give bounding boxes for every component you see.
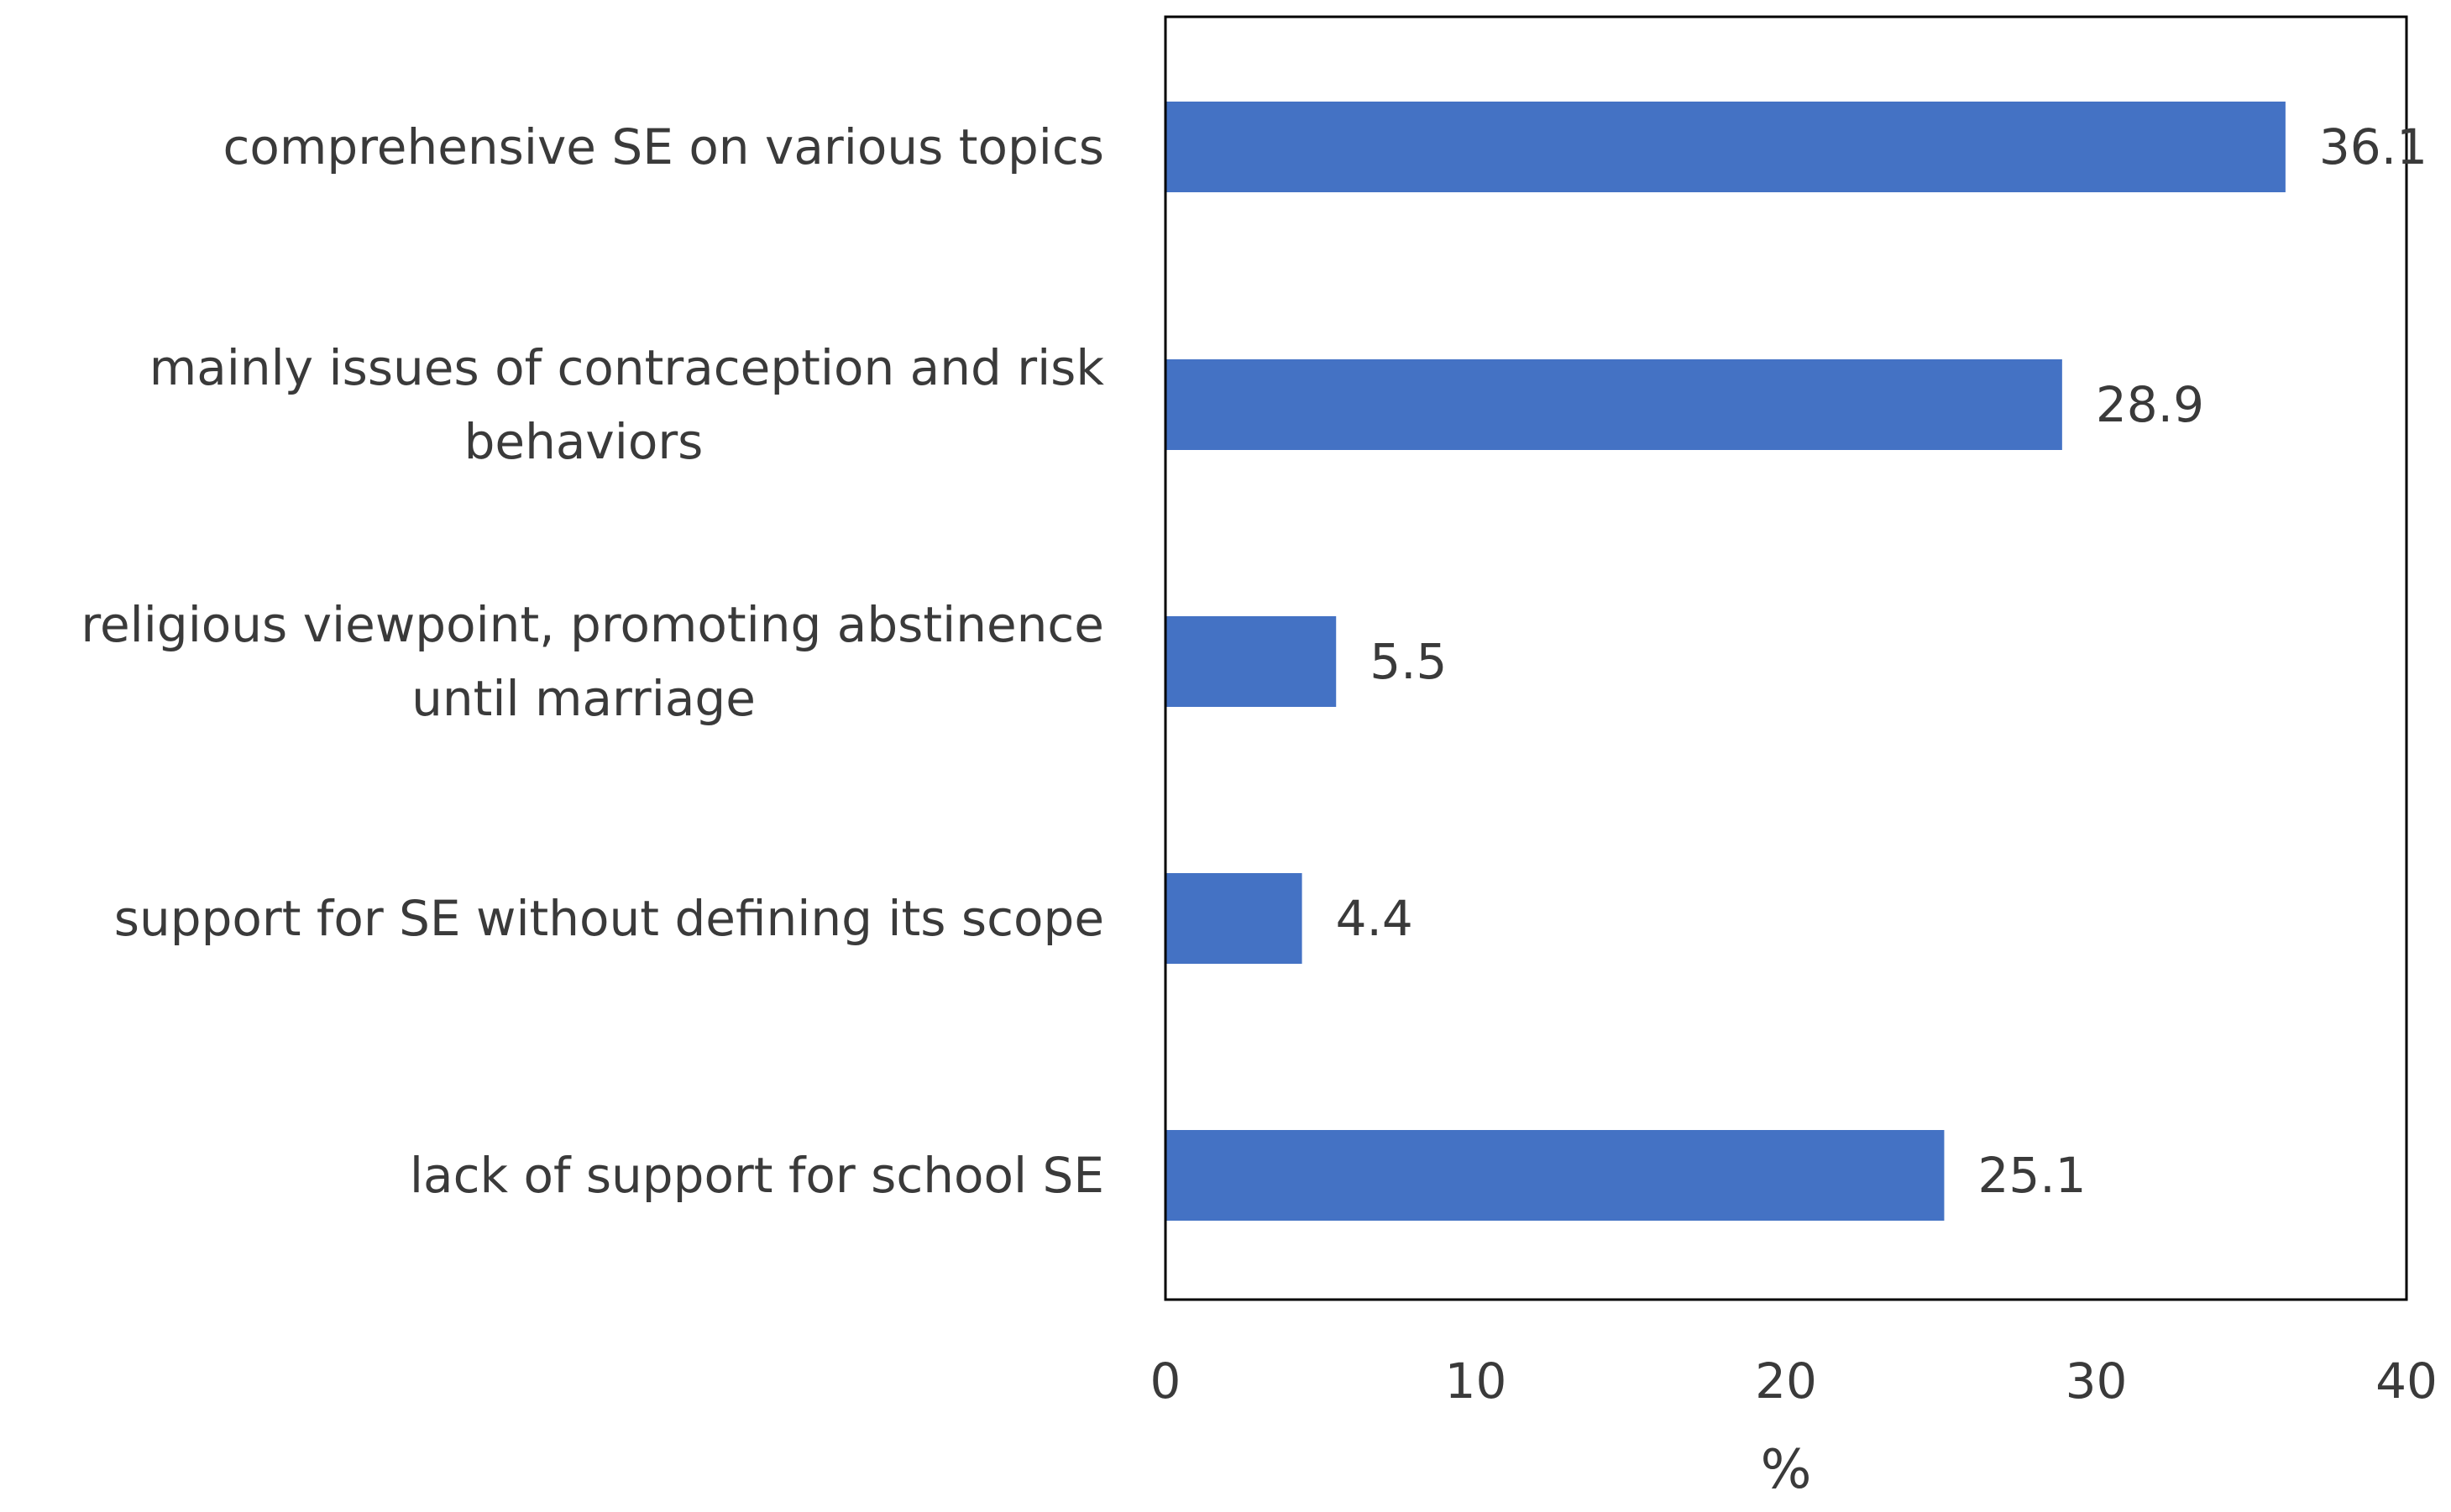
x-tick-label-20: 20	[1755, 1352, 1817, 1410]
category-labels: comprehensive SE on various topics mainly…	[81, 118, 1104, 1204]
category-label-4: support for SE without defining its scop…	[114, 890, 1104, 947]
category-label-3-line-1: religious viewpoint, promoting abstinenc…	[81, 596, 1104, 653]
bars-layer	[1165, 102, 2286, 1221]
plot-frame	[1164, 15, 2408, 1301]
x-tick-label-0: 0	[1150, 1352, 1181, 1410]
category-label-2-line-1: mainly issues of contraception and risk	[149, 339, 1105, 396]
bar-4	[1165, 873, 1302, 964]
category-label-1-line-1: comprehensive SE on various topics	[223, 118, 1105, 175]
category-label-4-line-1: support for SE without defining its scop…	[114, 890, 1104, 947]
bar-3	[1165, 616, 1337, 707]
data-label-2: 28.9	[2096, 376, 2204, 433]
category-label-5-line-1: lack of support for school SE	[410, 1147, 1104, 1204]
x-tick-label-10: 10	[1445, 1352, 1507, 1410]
category-label-1: comprehensive SE on various topics	[223, 118, 1105, 175]
data-label-1: 36.1	[2319, 118, 2427, 175]
bar-2	[1165, 359, 2062, 450]
data-label-4: 4.4	[1336, 890, 1413, 947]
x-axis-ticks: 0 10 20 30 40	[1150, 1352, 2438, 1410]
category-label-5: lack of support for school SE	[410, 1147, 1104, 1204]
category-label-2: mainly issues of contraception and risk b…	[149, 339, 1105, 470]
data-labels: 36.1 28.9 5.5 4.4 25.1	[1336, 118, 2427, 1204]
category-label-3-line-2: until marriage	[411, 670, 756, 727]
x-tick-label-40: 40	[2375, 1352, 2438, 1410]
bar-5	[1165, 1130, 1945, 1221]
x-tick-label-30: 30	[2066, 1352, 2128, 1410]
data-label-5: 25.1	[1977, 1147, 2086, 1204]
category-label-3: religious viewpoint, promoting abstinenc…	[81, 596, 1104, 727]
data-label-3: 5.5	[1370, 633, 1447, 690]
bar-1	[1165, 102, 2286, 192]
category-label-2-line-2: behaviors	[464, 413, 704, 470]
x-axis-title: %	[1761, 1439, 1812, 1501]
